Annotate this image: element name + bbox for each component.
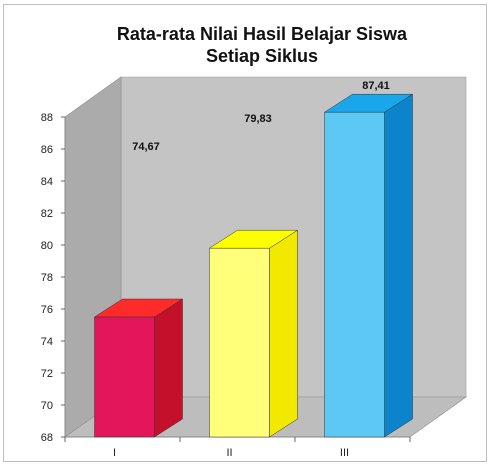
y-tick-label: 82	[41, 208, 53, 220]
bar-2	[208, 229, 299, 438]
y-tick-label: 80	[41, 240, 53, 252]
y-tick-label: 84	[41, 176, 53, 188]
data-labels: 74,67 79,83 87,41	[132, 80, 390, 153]
data-label: 74,67	[132, 141, 160, 153]
y-tick-label: 74	[41, 336, 53, 348]
data-label: 79,83	[244, 113, 272, 125]
bar-side	[384, 93, 413, 438]
y-tick-label: 86	[41, 144, 53, 156]
bar-1	[93, 298, 184, 438]
bar-side	[269, 229, 298, 438]
bar-front	[209, 247, 270, 438]
y-tick-label: 70	[41, 400, 53, 412]
y-tick-label: 68	[41, 432, 53, 444]
chart-title-line-1: Rata-rata Nilai Hasil Belajar Siswa	[117, 24, 408, 44]
y-tick-label: 76	[41, 304, 53, 316]
x-axis-ticks: I II III	[64, 437, 411, 459]
chart-title-line-2: Setiap Siklus	[206, 46, 318, 66]
bar-side	[154, 298, 183, 438]
bars-group	[93, 93, 414, 438]
x-tick-label: II	[226, 447, 232, 459]
y-tick-label: 72	[41, 368, 53, 380]
bar-front	[324, 111, 385, 438]
y-tick-label: 88	[41, 112, 53, 124]
x-tick-label: III	[340, 447, 349, 459]
bar-3	[323, 93, 414, 438]
y-tick-label: 78	[41, 272, 53, 284]
data-label: 87,41	[362, 80, 390, 92]
bar-front	[94, 316, 155, 438]
x-tick-label: I	[113, 447, 116, 459]
y-axis-ticks: 68 70 72 74 76 78 80 82 84 86 88	[41, 112, 65, 444]
